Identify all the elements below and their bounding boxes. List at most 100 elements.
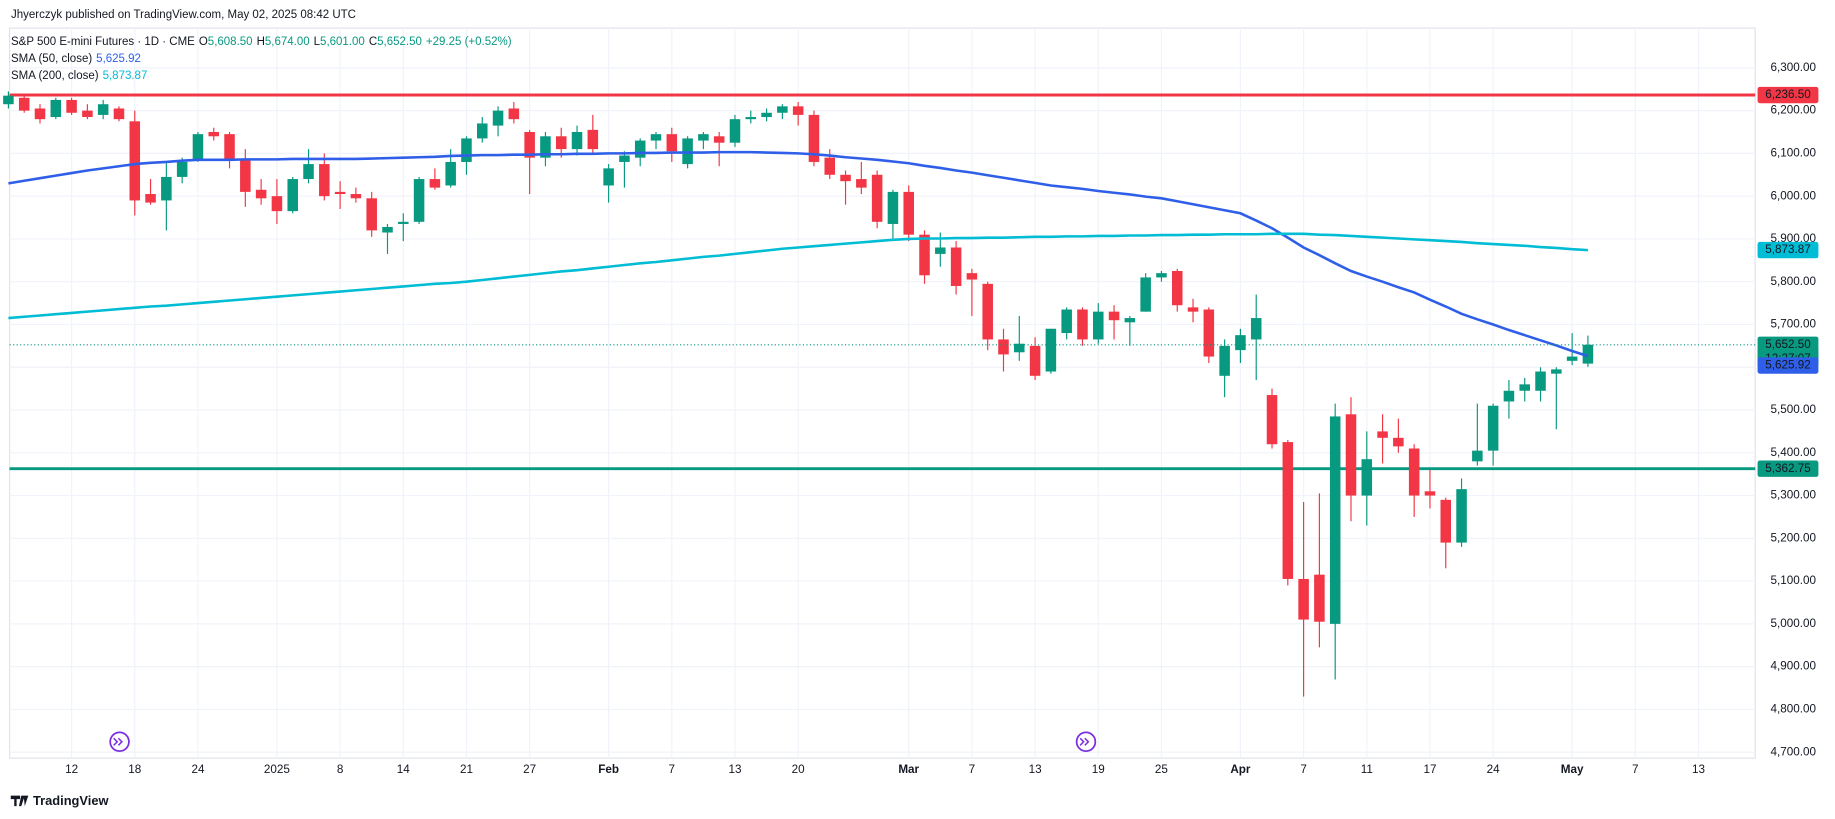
candle-body — [792, 106, 804, 115]
candle-body — [1077, 309, 1088, 340]
x-tick-label: 24 — [191, 763, 205, 776]
candle-body — [145, 194, 156, 203]
candle-body — [303, 164, 314, 180]
candle-body — [1503, 390, 1515, 402]
x-tick-label: 20 — [792, 763, 806, 776]
legend-value: 5,873.87 — [102, 70, 148, 82]
candle-body — [1171, 271, 1183, 306]
price-tag-text: 5,362.75 — [1765, 462, 1811, 475]
x-tick-label: 7 — [969, 763, 976, 776]
candle-body — [1314, 574, 1325, 622]
change: +29.25 (+0.52%) — [425, 36, 512, 48]
candle-body — [1014, 343, 1025, 353]
candle-body — [334, 191, 346, 195]
event-icon[interactable] — [1075, 731, 1097, 753]
candle-body — [461, 138, 472, 162]
candle-body — [445, 161, 456, 186]
pane — [8, 27, 1756, 759]
candle-body — [1456, 489, 1467, 543]
x-tick-label: 24 — [1487, 763, 1501, 776]
x-tick-label: 17 — [1423, 763, 1436, 776]
legend-sma50: SMA (50, close) 5,625.92 — [11, 52, 145, 66]
candle-body — [413, 179, 425, 222]
candle-body — [571, 132, 583, 150]
candle-body — [1424, 491, 1436, 496]
candle-body — [1582, 344, 1594, 364]
candle-body — [524, 132, 535, 158]
event-icon[interactable] — [109, 731, 130, 753]
x-tick-label: 27 — [523, 763, 536, 776]
candle-body — [50, 99, 62, 118]
o-val: 5,608.50 — [207, 36, 253, 48]
y-tick-label: 5,500.00 — [1771, 403, 1817, 416]
x-tick-label: 12 — [65, 763, 78, 776]
candle-body — [492, 110, 504, 126]
sma-line — [8, 150, 1589, 358]
x-tick-label: May — [1561, 763, 1584, 776]
candle-body — [271, 196, 283, 212]
candle-body — [603, 168, 614, 186]
legend-value: 5,625.92 — [96, 53, 141, 65]
x-tick-label: 14 — [397, 763, 411, 776]
y-tick-label: 4,900.00 — [1771, 660, 1817, 673]
price-tag — [1757, 86, 1819, 104]
candle-body — [208, 132, 220, 137]
candle-body — [1235, 335, 1246, 351]
candle-body — [129, 121, 141, 201]
x-tick-label: 7 — [669, 763, 676, 776]
candle-body — [1203, 309, 1215, 357]
candle-body — [476, 123, 488, 139]
x-tick-label: Mar — [898, 763, 919, 776]
y-tick-label: 6,200.00 — [1771, 104, 1817, 117]
candle-body — [634, 140, 646, 158]
candle-body — [808, 114, 820, 162]
candle-body — [1156, 273, 1167, 278]
candle-body — [3, 95, 14, 105]
candle-body — [1219, 345, 1230, 376]
candle-body — [903, 191, 914, 235]
candle-body — [18, 97, 30, 111]
price-tag — [1757, 460, 1819, 477]
candle-body — [1029, 345, 1041, 376]
legend-sma200: SMA (200, close) 5,873.87 — [11, 69, 151, 83]
h-key: H — [256, 36, 265, 48]
h-val: 5,674.00 — [264, 36, 310, 48]
candle-body — [97, 104, 109, 115]
y-tick-label: 5,900.00 — [1771, 232, 1817, 245]
candle-body — [1535, 371, 1546, 391]
candle-body — [192, 134, 204, 160]
candle-body — [1345, 414, 1357, 496]
candle-body — [982, 283, 993, 340]
candle-body — [729, 119, 741, 143]
price-tag-text: 5,652.50 — [1765, 338, 1811, 351]
candle-body — [1472, 450, 1483, 462]
sma-tag — [1757, 241, 1819, 259]
candle-body — [587, 129, 599, 150]
l-key: L — [313, 36, 321, 48]
candle-body — [824, 157, 836, 175]
candle-body — [650, 134, 662, 141]
candle-body — [777, 106, 788, 113]
candle-body — [745, 117, 757, 120]
footer-logo — [10, 795, 29, 807]
candle-body — [1108, 311, 1120, 321]
y-tick-label: 4,800.00 — [1771, 702, 1817, 715]
candle-body — [540, 136, 551, 158]
candle-body — [1377, 431, 1388, 438]
candle-body — [1298, 578, 1309, 620]
legend-name: SMA (50, close) — [11, 53, 93, 65]
y-tick-label: 6,100.00 — [1771, 146, 1817, 159]
price-tag-text: 6,236.50 — [1765, 88, 1811, 101]
candle-body — [366, 198, 377, 231]
candle-body — [666, 134, 678, 152]
x-tick-label: 8 — [337, 763, 344, 776]
axis: 4,700.00 4,800.00 4,900.00 5,000.00 5,100.00… — [65, 61, 1819, 776]
o-key: O — [198, 36, 208, 48]
candle-body — [240, 159, 251, 192]
candle-body — [998, 339, 1009, 355]
candle-body — [1187, 307, 1199, 312]
x-tick-label: 7 — [1300, 763, 1307, 776]
sma-tag-text: 5,873.87 — [1765, 243, 1811, 256]
